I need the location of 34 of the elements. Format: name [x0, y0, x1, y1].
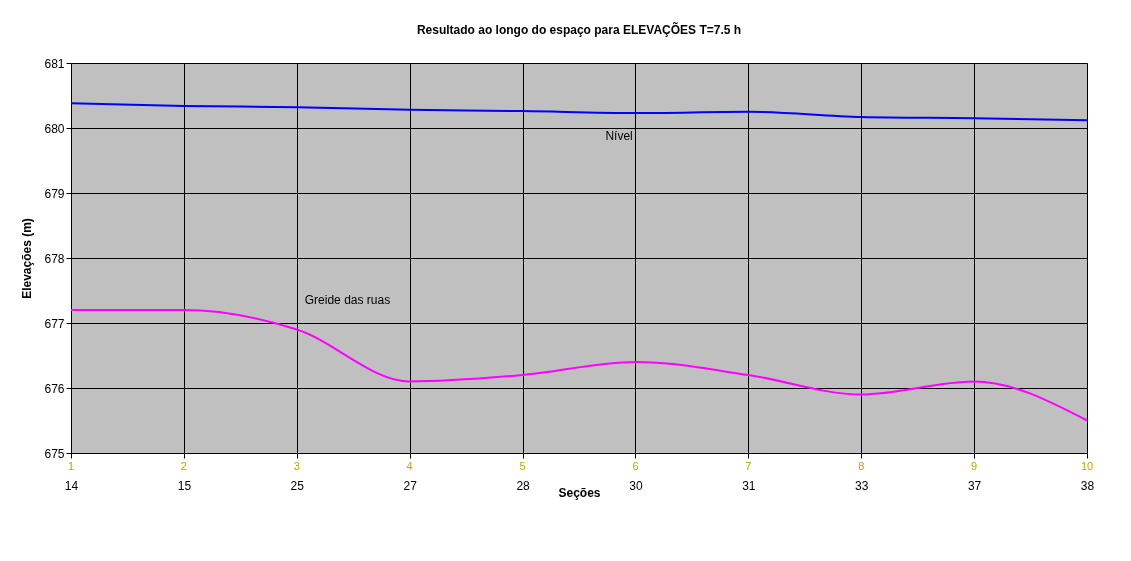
x-tick-label: 15 — [177, 478, 192, 493]
text: 2 — [180, 460, 187, 472]
y-axis-title: Elevações (m) — [20, 218, 35, 299]
text: 8 — [858, 460, 865, 472]
x-tick-label: 14 — [64, 478, 79, 493]
text: 4 — [406, 460, 413, 472]
x-tick-label: 30 — [629, 478, 643, 493]
x-tick-label: 33 — [855, 478, 869, 493]
text: 9 — [971, 460, 978, 472]
y-tick-label: 675 — [44, 446, 65, 461]
x-tick-label: 25 — [290, 478, 305, 493]
line-series — [70, 309, 1088, 422]
x-tick-label: 31 — [742, 478, 756, 493]
x-axis-title: Seções — [558, 485, 601, 500]
text: 3 — [293, 460, 300, 472]
line-series — [70, 102, 1088, 122]
y-tick-label: 678 — [44, 251, 65, 266]
series-label: Nível — [605, 128, 633, 143]
text: 10 — [1080, 460, 1094, 472]
text: 7 — [745, 460, 752, 472]
text: 1 — [67, 460, 75, 472]
y-tick-label: 677 — [44, 316, 65, 331]
y-tick-label: 676 — [44, 381, 65, 396]
y-tick-label: 681 — [44, 56, 65, 71]
text: 5 — [519, 460, 526, 472]
text: 6 — [632, 460, 639, 472]
x-tick-label: 27 — [403, 478, 418, 493]
x-tick-label: 28 — [516, 478, 531, 493]
y-tick-label: 680 — [44, 121, 65, 136]
x-tick-label: 38 — [1080, 478, 1095, 493]
chart-title: Resultado ao longo do espaço para ELEVAÇÕES T=7.5 h — [416, 22, 742, 37]
y-tick-label: 679 — [44, 186, 65, 201]
x-tick-label: 37 — [967, 478, 982, 493]
series-label: Greide das ruas — [304, 293, 391, 308]
